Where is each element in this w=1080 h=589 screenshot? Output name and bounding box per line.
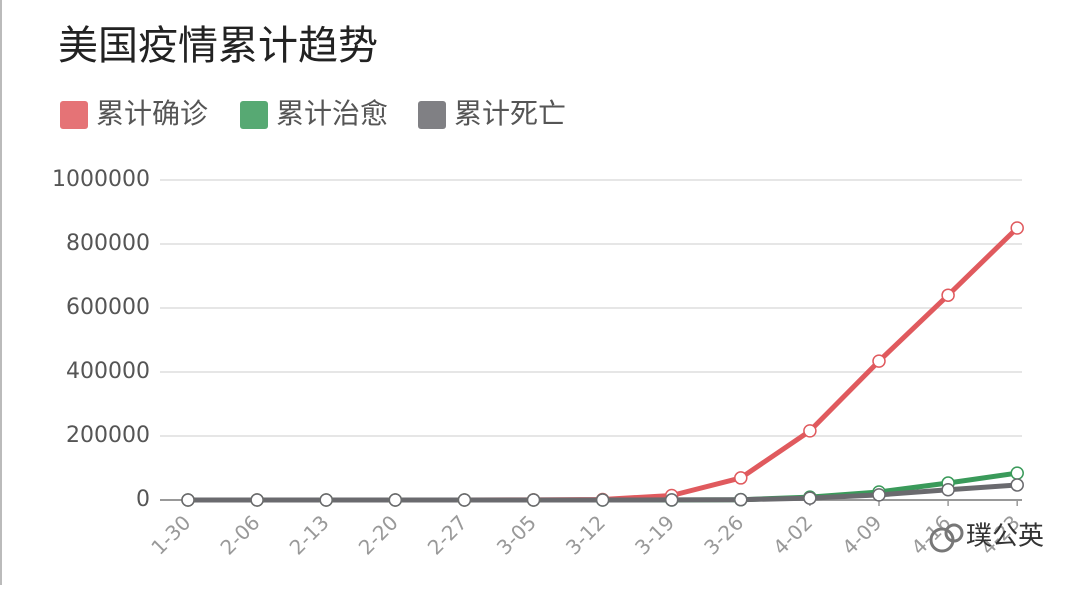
point	[526, 493, 541, 507]
point	[181, 493, 195, 507]
x-tick-label: 2-27	[423, 510, 472, 559]
watermark: 璞公英	[966, 522, 1044, 552]
series-line	[185, 225, 1020, 503]
x-tick-label: 2-06	[215, 510, 264, 559]
legend-label: 累计治愈	[276, 97, 388, 130]
point	[734, 492, 748, 507]
point	[803, 424, 817, 438]
point	[941, 483, 955, 497]
x-tick-label: 4-02	[768, 510, 817, 559]
point	[872, 488, 886, 502]
chart-title: 美国疫情累计趋势	[58, 23, 378, 69]
x-tick-label: 3-19	[630, 510, 679, 559]
point	[872, 354, 886, 368]
point	[457, 493, 472, 507]
point	[734, 471, 748, 485]
x-tick-label: 3-12	[561, 510, 610, 559]
plot-area: 0 200000 400000 600000 800000 1000000 1-30 2-06…	[52, 167, 1025, 560]
point	[595, 493, 610, 507]
legend-label: 累计确诊	[96, 97, 208, 130]
legend-swatch	[418, 101, 446, 129]
point	[1010, 478, 1024, 492]
y-tick-label: 200000	[66, 423, 150, 448]
y-tick-label: 0	[136, 487, 150, 512]
point	[388, 493, 403, 507]
point	[1010, 466, 1024, 480]
point	[250, 493, 264, 507]
y-tick-label: 600000	[66, 295, 150, 320]
point	[1010, 221, 1024, 235]
legend-swatch	[240, 101, 268, 129]
y-tick-label: 800000	[66, 231, 150, 256]
watermark-icon	[929, 523, 964, 553]
legend-swatch	[60, 101, 88, 129]
x-tick-label: 2-20	[354, 510, 403, 559]
point	[941, 288, 955, 302]
point	[319, 493, 333, 507]
x-tick-label: 4-09	[837, 510, 886, 559]
x-tick-label: 1-30	[146, 510, 195, 559]
point	[803, 491, 817, 505]
y-tick-label: 400000	[66, 359, 150, 384]
legend: 累计确诊 累计治愈 累计死亡	[60, 97, 566, 130]
x-tick-label: 3-05	[492, 510, 541, 559]
legend-label: 累计死亡	[454, 97, 566, 130]
x-tick-label: 3-26	[699, 510, 748, 559]
y-tick-label: 1000000	[52, 167, 150, 192]
point	[664, 493, 679, 507]
x-tick-label: 2-13	[285, 510, 334, 559]
